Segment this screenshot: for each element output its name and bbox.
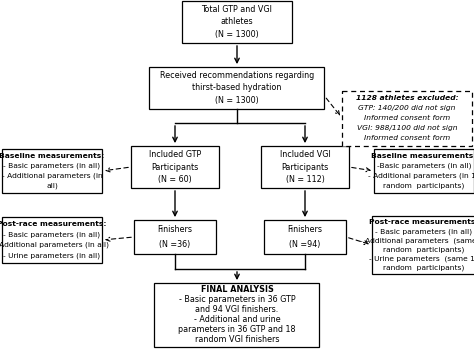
Text: - Additional and urine: - Additional and urine xyxy=(194,315,280,324)
Text: all): all) xyxy=(46,183,58,189)
Text: parameters in 36 GTP and 18: parameters in 36 GTP and 18 xyxy=(178,326,296,335)
Text: FINAL ANALYSIS: FINAL ANALYSIS xyxy=(201,286,273,294)
Text: Participants: Participants xyxy=(151,162,199,172)
FancyBboxPatch shape xyxy=(182,1,292,43)
Text: random VGI finishers: random VGI finishers xyxy=(195,336,279,344)
Text: - Basic parameters (in all): - Basic parameters (in all) xyxy=(3,163,100,169)
FancyBboxPatch shape xyxy=(2,149,102,193)
Text: thirst-based hydration: thirst-based hydration xyxy=(192,84,282,92)
Text: - Additional parameters (in all): - Additional parameters (in all) xyxy=(0,242,109,248)
Text: VGI: 988/1100 did not sign: VGI: 988/1100 did not sign xyxy=(357,125,457,131)
Text: (N = 1300): (N = 1300) xyxy=(215,30,259,39)
Text: athletes: athletes xyxy=(221,18,253,27)
Text: - Urine parameters (in all): - Urine parameters (in all) xyxy=(3,252,100,259)
FancyBboxPatch shape xyxy=(155,283,319,347)
Text: Baseline measurements:: Baseline measurements: xyxy=(371,153,474,159)
Text: Post-race measurements:: Post-race measurements: xyxy=(0,221,107,227)
Text: Received recommendations regarding: Received recommendations regarding xyxy=(160,71,314,80)
Text: (N = 1300): (N = 1300) xyxy=(215,96,259,105)
Text: - Basic parameters (in all): - Basic parameters (in all) xyxy=(3,231,100,238)
FancyBboxPatch shape xyxy=(2,217,102,263)
Text: (N =94): (N =94) xyxy=(289,240,321,249)
Text: - Additional parameters  (same 18: - Additional parameters (same 18 xyxy=(360,237,474,244)
Text: - Additional parameters (in 18: - Additional parameters (in 18 xyxy=(368,173,474,179)
Text: (N =36): (N =36) xyxy=(159,240,191,249)
Text: Post-race measurements:: Post-race measurements: xyxy=(369,219,474,225)
Text: - Additional parameters (in: - Additional parameters (in xyxy=(1,173,102,179)
Text: random  participants): random participants) xyxy=(383,246,465,253)
FancyBboxPatch shape xyxy=(342,91,472,146)
Text: (N = 112): (N = 112) xyxy=(285,175,324,184)
FancyBboxPatch shape xyxy=(149,67,325,109)
FancyBboxPatch shape xyxy=(264,220,346,254)
Text: - Basic parameters in 36 GTP: - Basic parameters in 36 GTP xyxy=(179,295,295,304)
Text: - Urine parameters  (same 18: - Urine parameters (same 18 xyxy=(369,255,474,262)
Text: - Basic parameters (in all): - Basic parameters (in all) xyxy=(375,228,473,235)
Text: Baseline measurements:: Baseline measurements: xyxy=(0,153,105,159)
Text: random  participants): random participants) xyxy=(383,264,465,271)
Text: GTP: 140/200 did not sign: GTP: 140/200 did not sign xyxy=(358,105,456,111)
Text: Informed consent form: Informed consent form xyxy=(364,115,450,121)
Text: (N = 60): (N = 60) xyxy=(158,175,192,184)
Text: Total GTP and VGI: Total GTP and VGI xyxy=(201,5,273,14)
FancyBboxPatch shape xyxy=(131,146,219,188)
Text: Finishers: Finishers xyxy=(157,225,192,234)
Text: Informed consent form: Informed consent form xyxy=(364,135,450,141)
FancyBboxPatch shape xyxy=(134,220,216,254)
Text: Included GTP: Included GTP xyxy=(149,150,201,159)
Text: Included VGI: Included VGI xyxy=(280,150,330,159)
Text: random  participants): random participants) xyxy=(383,183,465,189)
Text: Finishers: Finishers xyxy=(288,225,322,234)
Text: 1128 athletes excluded:: 1128 athletes excluded: xyxy=(356,94,458,100)
Text: Participants: Participants xyxy=(282,162,328,172)
FancyBboxPatch shape xyxy=(374,149,474,193)
FancyBboxPatch shape xyxy=(372,216,474,274)
Text: -Basic parameters (in all): -Basic parameters (in all) xyxy=(377,163,471,169)
FancyBboxPatch shape xyxy=(261,146,349,188)
Text: and 94 VGI finishers.: and 94 VGI finishers. xyxy=(195,306,279,315)
